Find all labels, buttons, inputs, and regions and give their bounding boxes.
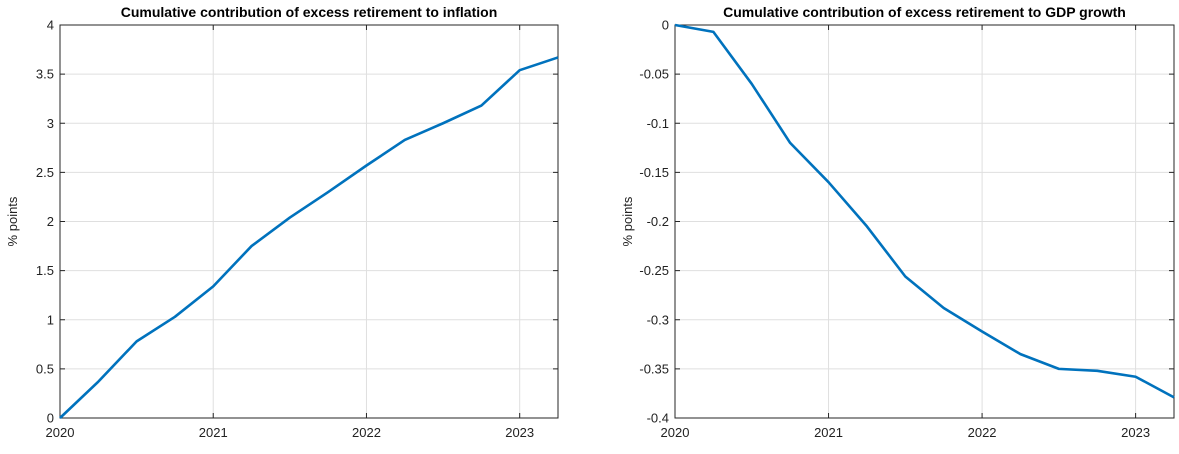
x-tick-label: 2021 [199, 425, 228, 440]
chart-title: Cumulative contribution of excess retire… [121, 4, 498, 20]
y-axis-label: % points [620, 196, 635, 246]
y-tick-label: -0.1 [647, 116, 669, 131]
line [674, 23, 1175, 399]
y-tick-label: -0.3 [647, 312, 669, 327]
y-tick-label: 2 [47, 214, 54, 229]
y-tick-label: -0.2 [647, 214, 669, 229]
y-tick-label: 3.5 [36, 67, 54, 82]
y-tick-label: 1.5 [36, 263, 54, 278]
y-tick-label: 0 [47, 411, 54, 426]
y-axis-label: % points [5, 196, 20, 246]
y-tick-label: 1 [47, 312, 54, 327]
axes-box [674, 24, 1175, 419]
chart-title: Cumulative contribution of excess retire… [723, 4, 1126, 20]
x-tick-label: 2022 [968, 425, 997, 440]
y-tick-label: -0.4 [647, 411, 669, 426]
x-tick-label: 2023 [1121, 425, 1150, 440]
axes-box [59, 24, 559, 419]
y-tick-label: -0.25 [639, 263, 669, 278]
x-tick-label: 2023 [505, 425, 534, 440]
y-tick-label: 2.5 [36, 165, 54, 180]
y-tick-label: -0.05 [639, 67, 669, 82]
y-tick-label: 0 [662, 18, 669, 33]
line [59, 56, 559, 419]
x-tick-label: 2020 [661, 425, 690, 440]
y-tick-label: 3 [47, 116, 54, 131]
y-tick-label: 4 [47, 18, 54, 33]
y-tick-label: -0.15 [639, 165, 669, 180]
y-tick-label: -0.35 [639, 361, 669, 376]
y-tick-label: 0.5 [36, 361, 54, 376]
x-tick-label: 2022 [352, 425, 381, 440]
x-tick-label: 2021 [814, 425, 843, 440]
x-tick-label: 2020 [46, 425, 75, 440]
